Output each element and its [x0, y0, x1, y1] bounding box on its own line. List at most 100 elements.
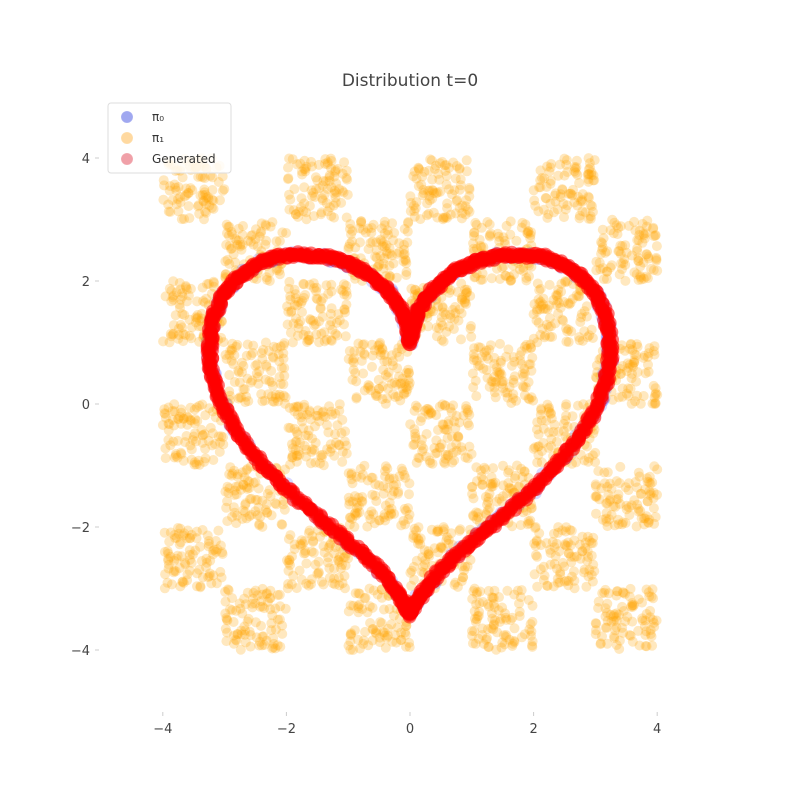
pi1-point: [247, 347, 258, 358]
pi1-point: [277, 620, 288, 631]
pi1-point: [648, 222, 659, 233]
pi1-point: [512, 460, 522, 471]
y-tick-label: 0: [82, 398, 90, 413]
pi1-point: [239, 384, 250, 395]
pi1-point: [240, 397, 251, 408]
pi1-point: [614, 635, 625, 646]
pi1-point: [235, 603, 246, 614]
pi1-point: [453, 315, 464, 326]
pi1-point: [225, 462, 236, 473]
pi1-point: [487, 613, 498, 624]
pi1-point: [383, 383, 393, 394]
pi1-point: [552, 295, 563, 306]
pi1-point: [538, 575, 549, 585]
pi1-point: [290, 436, 301, 447]
pi1-point: [459, 565, 470, 576]
pi1-point: [180, 437, 191, 448]
pi1-point: [215, 195, 225, 206]
pi1-point: [565, 188, 576, 199]
pi1-point: [404, 489, 414, 500]
pi1-point: [220, 608, 231, 619]
pi1-point: [612, 586, 623, 597]
pi1-point: [517, 368, 528, 379]
pi1-point: [291, 427, 302, 437]
pi1-point: [290, 209, 301, 220]
pi1-point: [507, 484, 517, 494]
pi1-point: [305, 414, 316, 425]
pi1-point: [478, 638, 489, 649]
pi1-point: [200, 410, 211, 421]
pi1-point: [621, 504, 632, 515]
pi1-point: [611, 494, 622, 505]
pi1-point: [603, 489, 614, 500]
pi1-point: [471, 507, 482, 518]
pi1-point: [556, 286, 567, 297]
pi1-point: [182, 296, 192, 307]
pi1-point: [322, 420, 333, 431]
pi1-point: [619, 254, 630, 265]
pi1-point: [177, 577, 188, 587]
pi1-point: [350, 242, 361, 253]
pi1-point: [559, 212, 569, 223]
pi1-point: [391, 379, 402, 390]
pi1-point: [408, 561, 419, 572]
pi1-point: [232, 239, 243, 250]
pi1-point: [465, 555, 476, 565]
pi1-point: [597, 514, 608, 525]
pi1-point: [421, 404, 432, 414]
pi1-point: [401, 267, 412, 277]
pi1-point: [527, 352, 538, 363]
pi1-point: [488, 624, 499, 635]
pi1-point: [505, 275, 516, 286]
pi1-point: [374, 344, 385, 355]
pi1-point: [293, 401, 304, 412]
pi1-point: [158, 175, 169, 186]
pi1-point: [243, 396, 254, 407]
pi1-point: [163, 553, 174, 564]
pi1-point: [317, 449, 328, 460]
pi1-point: [166, 285, 177, 296]
pi1-point: [433, 168, 444, 179]
pi1-point: [334, 580, 345, 591]
pi1-point: [341, 286, 352, 297]
pi1-point: [413, 452, 424, 463]
pi1-point: [598, 274, 609, 285]
pi1-point: [524, 271, 534, 282]
pi1-point: [224, 469, 235, 480]
pi1-point: [317, 293, 328, 304]
pi1-point: [600, 611, 611, 622]
pi1-point: [601, 274, 612, 284]
pi1-point: [393, 343, 404, 354]
pi1-point: [284, 204, 295, 215]
pi1-point: [591, 265, 602, 276]
pi1-point: [314, 337, 324, 348]
pi1-point: [545, 321, 556, 332]
pi1-point: [615, 249, 626, 259]
pi1-point: [629, 355, 640, 366]
pi1-point: [250, 617, 261, 628]
pi1-point: [500, 608, 510, 619]
pi1-point: [411, 555, 422, 566]
pi1-point: [189, 418, 200, 429]
pi1-point: [553, 522, 564, 533]
pi1-point: [349, 346, 360, 357]
pi1-point: [641, 271, 652, 282]
pi1-point: [250, 506, 261, 517]
pi1-point: [347, 478, 358, 489]
pi1-point: [351, 393, 362, 404]
pi1-point: [540, 330, 551, 341]
pi1-point: [574, 210, 585, 221]
pi1-point: [374, 339, 385, 350]
pi1-point: [325, 320, 336, 331]
pi1-point: [256, 389, 267, 400]
pi1-point: [300, 430, 311, 441]
pi1-point: [331, 187, 342, 198]
pi1-point: [454, 304, 465, 315]
pi1-point: [178, 577, 189, 588]
pi1-point: [648, 487, 659, 498]
pi1-point: [380, 398, 391, 409]
pi1-point: [557, 184, 568, 195]
pi1-point: [627, 600, 638, 611]
pi1-point: [242, 616, 253, 627]
pi1-point: [208, 455, 219, 465]
